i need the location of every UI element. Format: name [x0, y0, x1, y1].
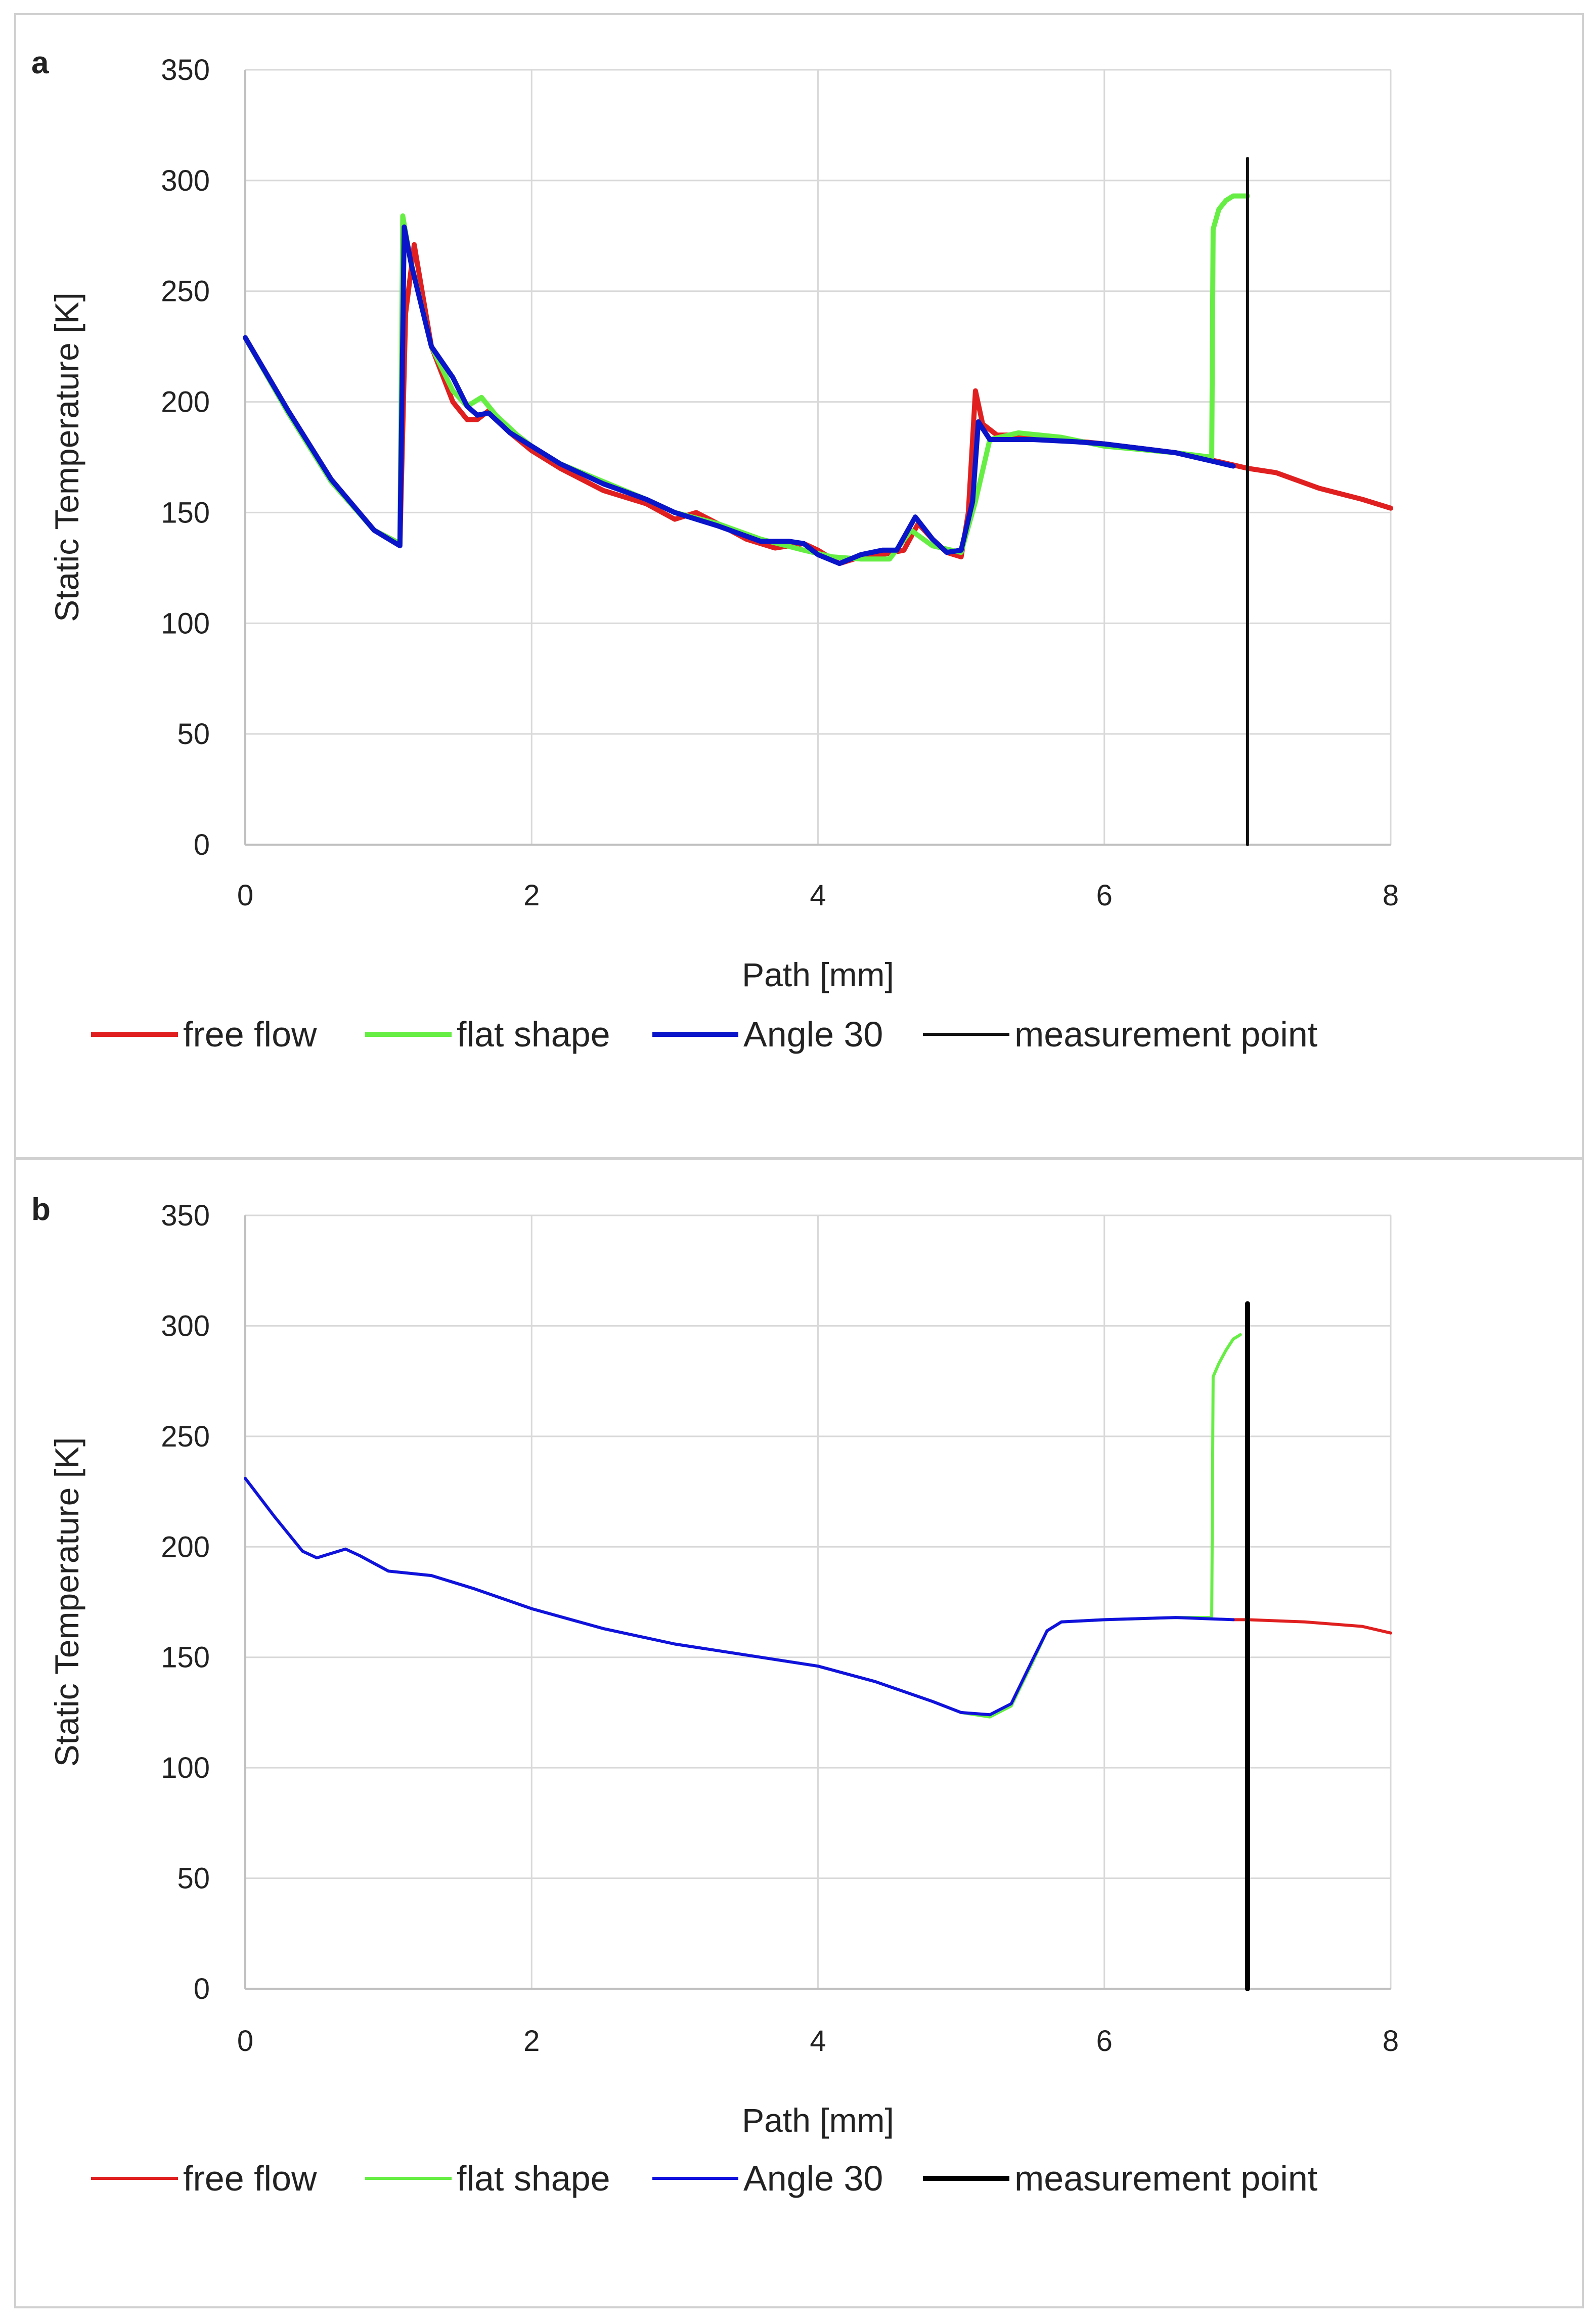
- legend-label-free-flow: free flow: [183, 1015, 317, 1054]
- x-axis-title: Path [mm]: [742, 956, 894, 993]
- y-tick-label: 50: [177, 718, 210, 751]
- y-axis-title: Static Temperature [K]: [48, 292, 85, 622]
- x-tick-label: 0: [237, 879, 253, 912]
- panel-b-frame: [14, 1158, 1584, 2308]
- y-tick-label: 100: [161, 1752, 210, 1784]
- series-line-free-flow: [1231, 1618, 1392, 1635]
- legend-label-angle-30: Angle 30: [743, 1015, 883, 1054]
- legend-label-flat-shape: flat shape: [457, 1015, 610, 1054]
- x-tick-label: 8: [1383, 879, 1399, 912]
- legend-label-measurement-point: measurement point: [1014, 1015, 1317, 1054]
- y-tick-label: 150: [161, 1641, 210, 1674]
- y-tick-label: 150: [161, 496, 210, 529]
- x-tick-label: 0: [237, 2025, 253, 2058]
- y-tick-label: 50: [177, 1862, 210, 1895]
- legend-label-angle-30: Angle 30: [743, 2159, 883, 2198]
- x-tick-label: 2: [523, 879, 540, 912]
- legend-label-flat-shape: flat shape: [457, 2159, 610, 2198]
- x-tick-label: 4: [810, 879, 826, 912]
- legend-label-measurement-point: measurement point: [1014, 2159, 1317, 2198]
- y-tick-label: 200: [161, 386, 210, 419]
- x-tick-label: 8: [1383, 2025, 1399, 2058]
- y-tick-label: 100: [161, 607, 210, 640]
- legend-label-free-flow: free flow: [183, 2159, 317, 2198]
- chart-panel-b: b 0 50 100 150 200 250 300 350 0 2 4 6 8 Path [mm] Stat…: [31, 1192, 1399, 2198]
- chart-panel-a: a 0 50 100 150 200 250 300 350 0 2 4 6 8 Path [mm] Stat…: [31, 46, 1399, 1054]
- series-line-angle-30: [244, 1476, 1235, 1717]
- y-tick-label: 300: [161, 1309, 210, 1342]
- y-tick-label: 350: [161, 54, 210, 86]
- y-tick-label: 350: [161, 1199, 210, 1232]
- x-tick-label: 6: [1096, 879, 1113, 912]
- y-tick-label: 200: [161, 1530, 210, 1563]
- y-tick-label: 250: [161, 1420, 210, 1453]
- y-tick-label: 0: [194, 828, 210, 861]
- x-tick-label: 4: [810, 2025, 826, 2058]
- x-axis-title: Path [mm]: [742, 2102, 894, 2139]
- x-tick-label: 6: [1096, 2025, 1113, 2058]
- panel-label: b: [31, 1192, 51, 1227]
- y-tick-label: 0: [194, 1973, 210, 2005]
- x-tick-label: 2: [523, 2025, 540, 2058]
- y-tick-label: 250: [161, 275, 210, 308]
- y-axis-title: Static Temperature [K]: [48, 1437, 85, 1767]
- series-line-angle-30: [243, 224, 1236, 566]
- panel-label: a: [31, 46, 49, 80]
- y-tick-label: 300: [161, 164, 210, 197]
